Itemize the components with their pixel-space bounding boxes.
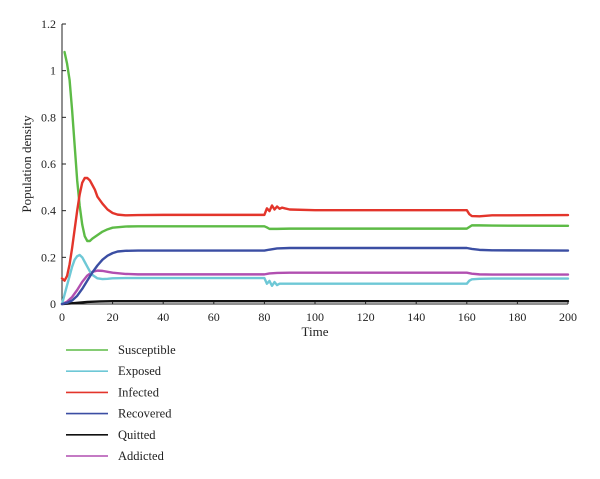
x-tick-label: 40 <box>157 310 169 324</box>
legend-label: Exposed <box>118 364 162 378</box>
legend: Susceptible Exposed Infected Recovered Quitt… <box>66 343 176 463</box>
y-tick-label: 0.8 <box>41 110 56 124</box>
y-axis-title: Population density <box>19 115 34 213</box>
legend-label: Infected <box>118 385 160 399</box>
axes: 0 20 40 60 80 100 120 140 160 180 200 0 0.2 0.4 0.6 0.8… <box>19 17 577 339</box>
x-tick-label: 60 <box>208 310 220 324</box>
x-tick-label: 0 <box>59 310 65 324</box>
series-line-addicted <box>60 269 570 306</box>
legend-label: Recovered <box>118 407 172 421</box>
series-lines <box>60 50 570 306</box>
y-tick-label: 0.2 <box>41 250 56 264</box>
y-tick-label: 1 <box>50 64 56 78</box>
x-tick-label: 200 <box>559 310 577 324</box>
x-tick-label: 180 <box>508 310 526 324</box>
series-line-quitted <box>60 300 570 306</box>
series-line-exposed <box>60 253 570 306</box>
y-tick-label: 0 <box>50 297 56 311</box>
legend-label: Quitted <box>118 428 156 442</box>
y-tick-label: 0.4 <box>41 204 56 218</box>
y-tick-label: 1.2 <box>41 17 56 31</box>
x-axis-title: Time <box>302 324 329 339</box>
x-tick-label: 120 <box>357 310 375 324</box>
legend-label: Addicted <box>118 449 165 463</box>
series-line-susceptible <box>63 50 570 243</box>
legend-label: Susceptible <box>118 343 176 357</box>
x-tick-label: 80 <box>258 310 270 324</box>
x-tick-label: 160 <box>458 310 476 324</box>
y-tick-label: 0.6 <box>41 157 56 171</box>
x-tick-label: 20 <box>107 310 119 324</box>
x-tick-label: 100 <box>306 310 324 324</box>
series-line-recovered <box>60 246 570 306</box>
series-line-infected <box>60 176 570 282</box>
x-tick-label: 140 <box>407 310 425 324</box>
